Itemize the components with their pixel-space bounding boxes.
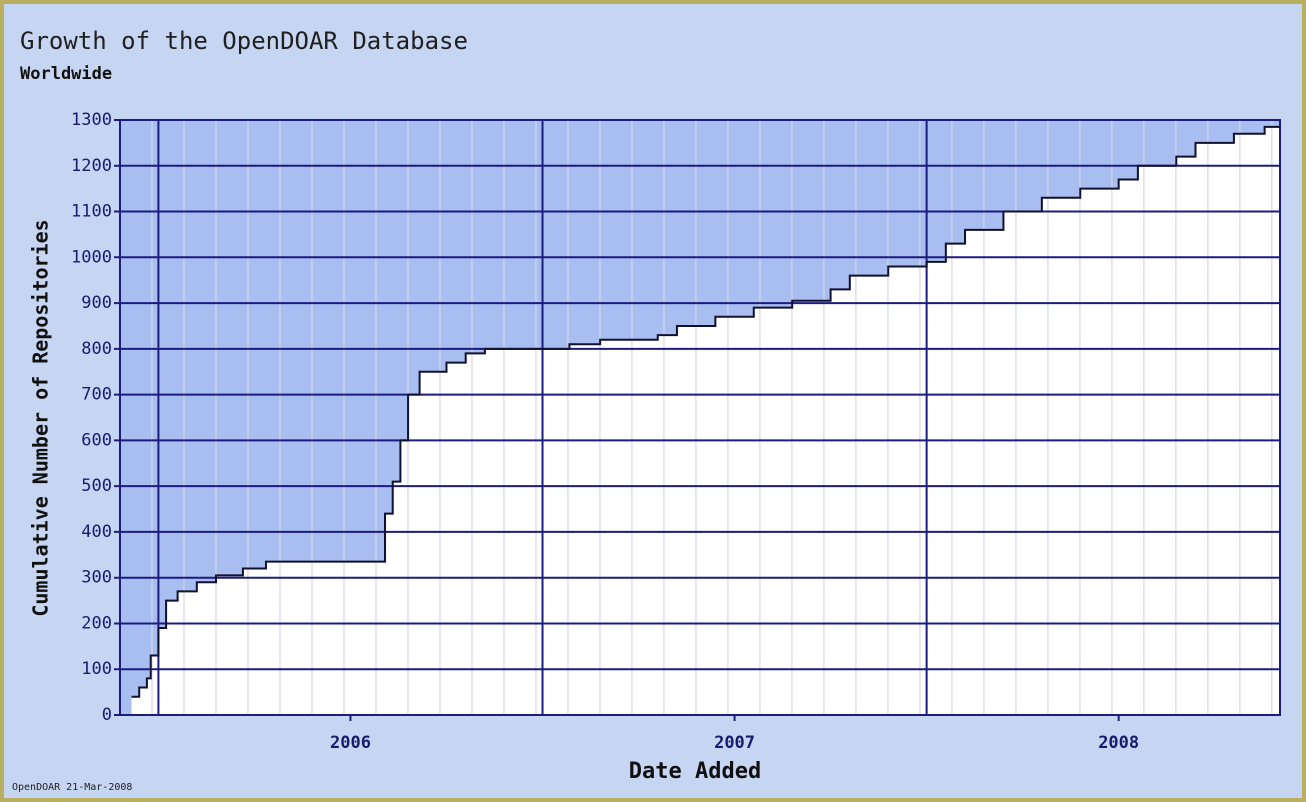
chart-title: Growth of the OpenDOAR Database (20, 27, 468, 55)
y-tick-label: 800 (81, 339, 112, 359)
y-axis-label: Cumulative Number of Repositories (29, 219, 53, 616)
y-tick-label: 400 (81, 522, 112, 542)
y-tick-label: 200 (81, 613, 112, 633)
footer: OpenDOAR 21-Mar-2008 (12, 782, 132, 793)
y-tick-label: 700 (81, 385, 112, 405)
line (131, 125, 1280, 698)
y-tick-label: 1300 (71, 110, 112, 130)
x-tick-label: 2008 (1098, 733, 1139, 753)
area (131, 126, 1280, 716)
y-tick-label: 900 (81, 293, 112, 313)
x-axis-label: Date Added (629, 759, 761, 784)
y-tick-label: 500 (81, 476, 112, 496)
y-tick-label: 1000 (71, 247, 112, 267)
y-tick-label: 1200 (71, 156, 112, 176)
plot-border (119, 119, 1281, 716)
y-tick-label: 600 (81, 430, 112, 450)
y-tick-label: 100 (81, 659, 112, 679)
chart-subtitle: Worldwide (20, 64, 112, 84)
y-tick-label: 300 (81, 568, 112, 588)
x-tick-label: 2007 (714, 733, 755, 753)
x-tick-label: 2006 (330, 733, 371, 753)
y-tick-label: 1100 (71, 202, 112, 222)
y-tick-label: 0 (102, 705, 112, 725)
